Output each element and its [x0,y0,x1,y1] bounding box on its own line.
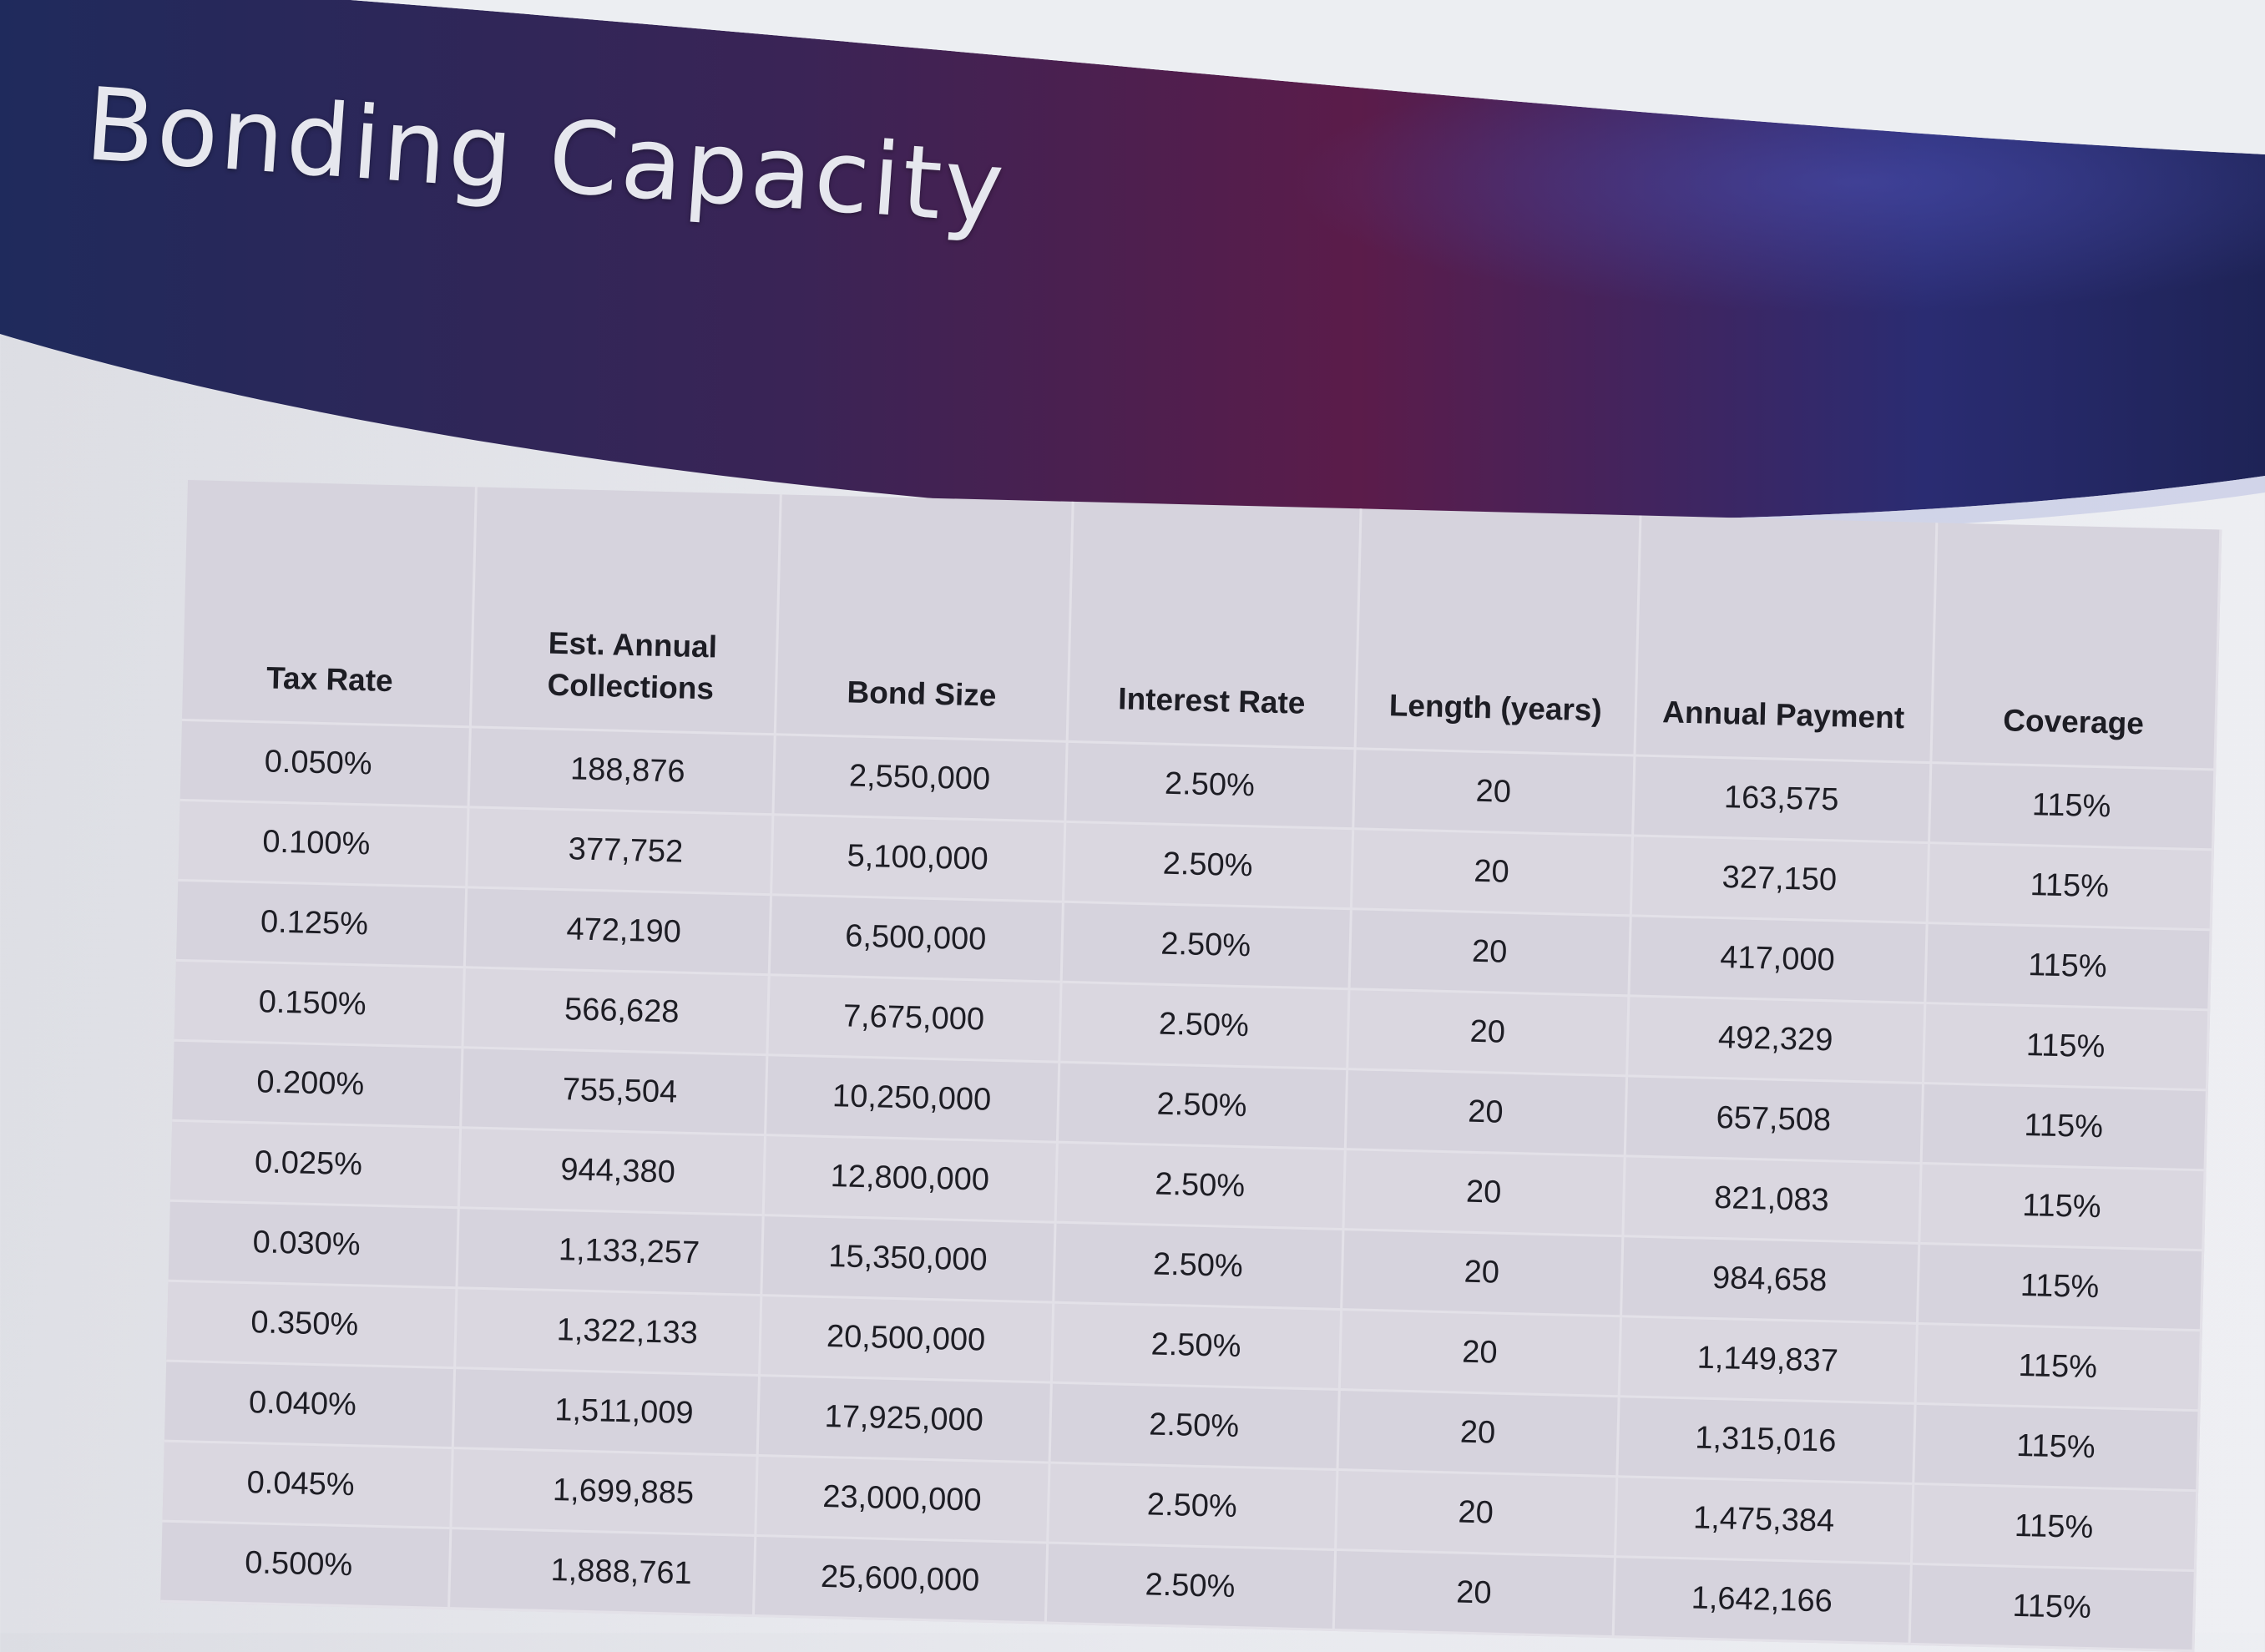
cell-tax-rate: 0.040% [164,1361,455,1448]
cell-est-annual-collections: 1,699,885 [450,1447,757,1536]
cell-coverage: 115% [1913,1403,2199,1491]
cell-length-years: 20 [1348,908,1630,996]
cell-est-annual-collections: 377,752 [466,806,773,895]
cell-bond-size: 17,925,000 [756,1375,1051,1463]
cell-interest-rate: 2.50% [1059,982,1349,1069]
cell-interest-rate: 2.50% [1064,741,1355,829]
cell-length-years: 20 [1344,1068,1627,1156]
cell-est-annual-collections: 944,380 [458,1127,766,1215]
cell-coverage: 115% [1914,1323,2201,1411]
column-header-tax-rate: Tax Rate [181,480,476,727]
cell-tax-rate: 0.200% [172,1040,463,1128]
cell-interest-rate: 2.50% [1050,1302,1342,1390]
cell-tax-rate: 0.100% [178,800,468,887]
cell-annual-payment: 163,575 [1632,755,1931,843]
cell-annual-payment: 492,329 [1626,995,1925,1084]
cell-bond-size: 25,600,000 [752,1535,1048,1623]
cell-length-years: 20 [1338,1309,1621,1397]
cell-coverage: 115% [1929,762,2215,850]
cell-annual-payment: 984,658 [1620,1235,1919,1324]
cell-length-years: 20 [1347,988,1629,1076]
cell-est-annual-collections: 566,628 [462,967,769,1055]
title-banner [0,0,2265,538]
cell-coverage: 115% [1922,1003,2209,1090]
cell-length-years: 20 [1332,1549,1615,1637]
cell-interest-rate: 2.50% [1060,902,1351,989]
cell-bond-size: 2,550,000 [772,734,1067,822]
cell-length-years: 20 [1350,828,1633,916]
column-header-annual-payment: Annual Payment [1634,515,1937,763]
column-header-coverage: Coverage [1930,523,2221,770]
cell-annual-payment: 1,642,166 [1612,1556,1911,1644]
cell-coverage: 115% [1920,1083,2207,1170]
cell-interest-rate: 2.50% [1053,1222,1343,1310]
cell-annual-payment: 1,315,016 [1616,1396,1915,1484]
column-header-interest-rate: Interest Rate [1066,501,1361,749]
cell-coverage: 115% [1919,1163,2205,1250]
cell-length-years: 20 [1341,1229,1623,1316]
bonding-capacity-table-container: Tax Rate Est. Annual Collections Bond Si… [160,480,2222,1652]
cell-annual-payment: 1,149,837 [1618,1316,1917,1404]
cell-interest-rate: 2.50% [1047,1463,1337,1550]
cell-est-annual-collections: 1,888,761 [448,1528,756,1616]
cell-bond-size: 6,500,000 [768,894,1063,983]
column-header-length-years: Length (years) [1354,508,1641,755]
cell-tax-rate: 0.025% [169,1120,461,1208]
cell-tax-rate: 0.350% [166,1281,457,1368]
cell-est-annual-collections: 1,133,257 [456,1207,763,1296]
cell-length-years: 20 [1337,1389,1619,1477]
cell-coverage: 115% [1909,1564,2195,1651]
cell-annual-payment: 327,150 [1630,835,1929,923]
cell-coverage: 115% [1916,1243,2203,1331]
cell-tax-rate: 0.045% [162,1441,452,1528]
cell-est-annual-collections: 1,511,009 [452,1367,759,1456]
cell-bond-size: 15,350,000 [761,1215,1055,1303]
column-header-est-annual-collections: Est. Annual Collections [469,487,781,735]
cell-bond-size: 20,500,000 [758,1295,1054,1383]
column-header-bond-size: Bond Size [774,494,1073,742]
cell-interest-rate: 2.50% [1056,1062,1347,1149]
cell-bond-size: 7,675,000 [766,974,1061,1063]
cell-interest-rate: 2.50% [1044,1543,1336,1630]
cell-length-years: 20 [1335,1469,1617,1557]
cell-bond-size: 10,250,000 [765,1054,1059,1143]
cell-tax-rate: 0.150% [174,960,464,1048]
cell-tax-rate: 0.030% [168,1200,458,1288]
cell-coverage: 115% [1924,922,2211,1010]
cell-tax-rate: 0.500% [160,1521,451,1609]
cell-annual-payment: 417,000 [1628,915,1927,1003]
cell-bond-size: 12,800,000 [762,1134,1057,1223]
cell-coverage: 115% [1926,842,2212,930]
cell-interest-rate: 2.50% [1062,821,1353,909]
table-header-row: Tax Rate Est. Annual Collections Bond Si… [181,480,2221,770]
cell-interest-rate: 2.50% [1054,1142,1345,1230]
cell-annual-payment: 1,475,384 [1615,1476,1914,1564]
cell-interest-rate: 2.50% [1049,1382,1339,1470]
bonding-capacity-table: Tax Rate Est. Annual Collections Bond Si… [160,480,2222,1652]
cell-annual-payment: 821,083 [1622,1155,1921,1244]
cell-tax-rate: 0.125% [175,880,467,967]
cell-coverage: 115% [1910,1483,2197,1571]
cell-annual-payment: 657,508 [1624,1075,1923,1164]
cell-tax-rate: 0.050% [179,720,470,807]
cell-length-years: 20 [1352,748,1635,836]
cell-est-annual-collections: 188,876 [468,726,775,815]
cell-est-annual-collections: 755,504 [460,1047,767,1135]
cell-est-annual-collections: 472,190 [463,887,771,975]
cell-bond-size: 23,000,000 [755,1455,1049,1543]
cell-length-years: 20 [1342,1149,1625,1236]
cell-est-annual-collections: 1,322,133 [454,1287,761,1376]
cell-bond-size: 5,100,000 [771,814,1065,902]
